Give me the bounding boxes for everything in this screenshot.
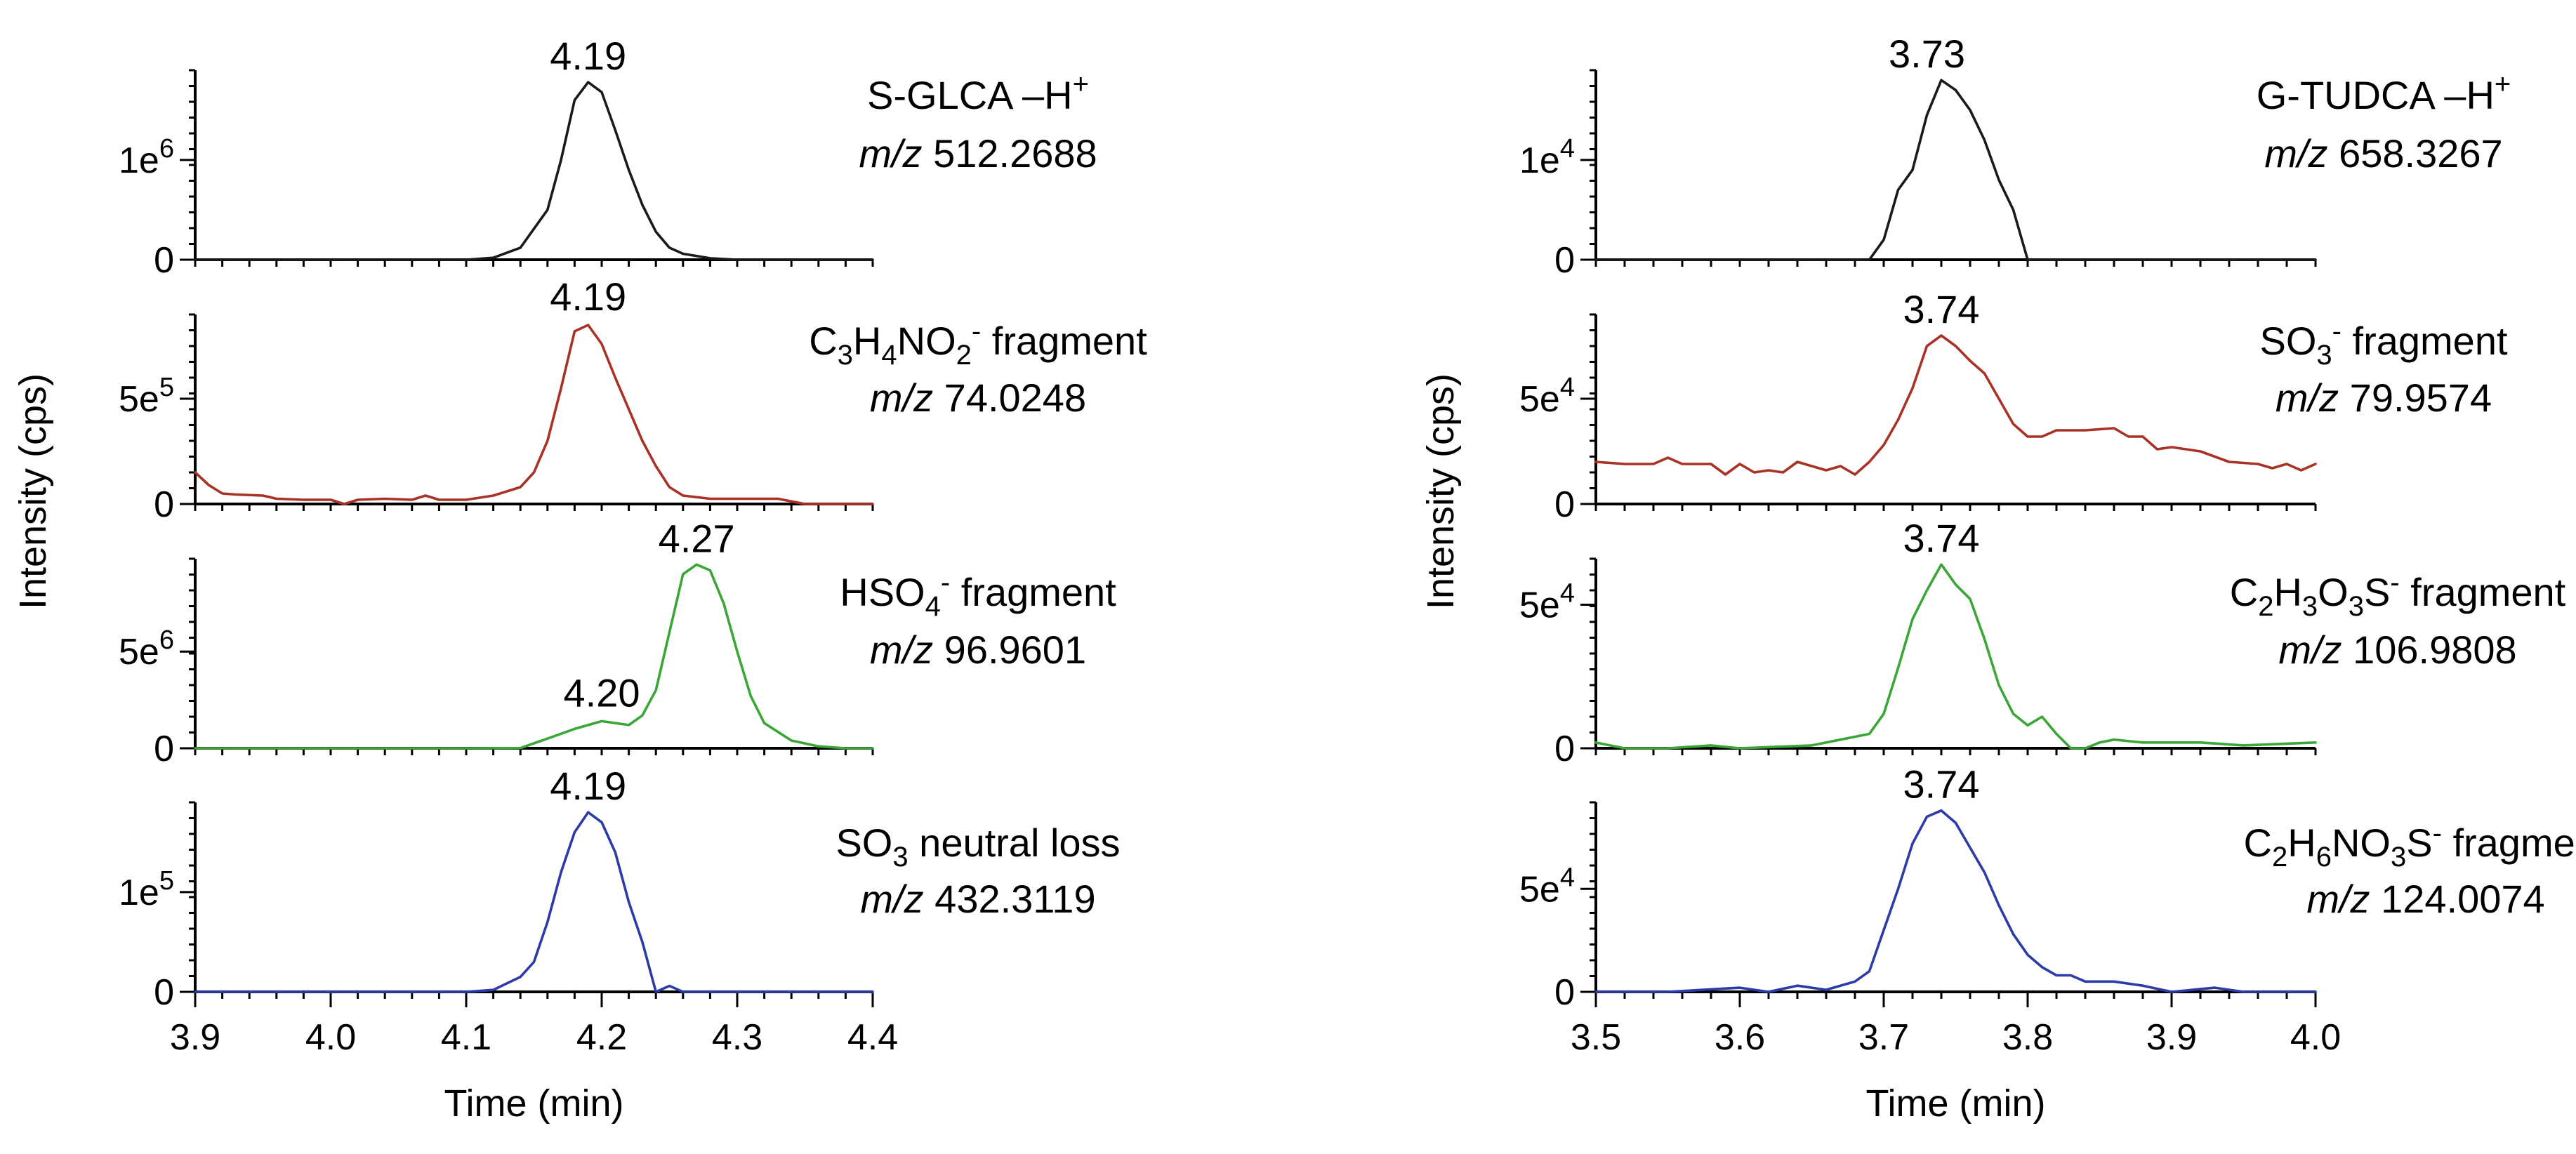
mz-label: m/z 512.2688 bbox=[859, 131, 1097, 175]
y-tick-label: 1e4 bbox=[1519, 134, 1575, 181]
trace-line bbox=[1594, 563, 2317, 750]
x-tick-label: 4.3 bbox=[712, 1017, 762, 1058]
y-axis-title: Intensity (cps) bbox=[1420, 373, 1462, 609]
mz-label: m/z 432.3119 bbox=[860, 877, 1095, 921]
panel-s-glca-parent: 0 1e6 4.19 S-GLCA –H+ m/z 512.2688 bbox=[119, 34, 1097, 281]
x-tick-label: 3.9 bbox=[170, 1017, 220, 1058]
chart-2: 0 1e4 3.73 G-TUDCA –H+ m/z 658.3267 0 5e4 3.74 S… bbox=[1420, 32, 2576, 1125]
trace-line bbox=[1594, 809, 2317, 993]
y-tick-label: 5e5 bbox=[119, 373, 174, 420]
y-tick-label: 5e4 bbox=[1519, 373, 1575, 420]
y-tick-label: 0 bbox=[154, 240, 174, 281]
peak-label: 3.74 bbox=[1903, 287, 1980, 331]
trace-line bbox=[1594, 79, 2317, 261]
ion-label: C2H3O3S- fragment bbox=[2230, 567, 2566, 622]
x-tick-label: 4.2 bbox=[576, 1017, 627, 1058]
panel-so3-fragment: 0 5e4 3.74 SO3- fragment m/z 79.9574 bbox=[1519, 287, 2508, 525]
peak-label: 3.73 bbox=[1889, 32, 1965, 76]
y-tick-label: 0 bbox=[154, 972, 174, 1013]
trace-line bbox=[194, 324, 874, 505]
y-tick-label: 5e4 bbox=[1519, 578, 1575, 625]
mz-label: m/z 96.9601 bbox=[870, 628, 1086, 672]
x-tick-label: 4.0 bbox=[2290, 1017, 2341, 1058]
y-tick-label: 0 bbox=[1554, 972, 1575, 1013]
ion-label: G-TUDCA –H+ bbox=[2257, 69, 2511, 117]
x-axis-title: Time (min) bbox=[444, 1082, 624, 1125]
x-tick-label: 4.0 bbox=[305, 1017, 356, 1058]
y-tick-label: 0 bbox=[154, 484, 174, 525]
x-tick-label: 3.7 bbox=[1858, 1017, 1909, 1058]
peak-label: 4.19 bbox=[550, 764, 626, 808]
ion-label: HSO4- fragment bbox=[840, 567, 1116, 622]
x-tick-label: 3.5 bbox=[1571, 1017, 1621, 1058]
y-axis-title: Intensity (cps) bbox=[12, 373, 54, 609]
peak-label: 3.74 bbox=[1903, 762, 1980, 807]
x-tick-label: 4.1 bbox=[441, 1017, 491, 1058]
mz-label: m/z 74.0248 bbox=[870, 376, 1086, 420]
ion-label: S-GLCA –H+ bbox=[867, 69, 1089, 117]
trace-line bbox=[1594, 334, 2317, 476]
y-tick-label: 1e5 bbox=[119, 866, 174, 913]
mz-label: m/z 106.9808 bbox=[2278, 628, 2516, 672]
y-tick-label: 0 bbox=[1554, 240, 1575, 281]
chart-1: 0 1e6 4.19 S-GLCA –H+ m/z 512.2688 0 5e5 4.19 C3… bbox=[12, 34, 1147, 1125]
x-tick-label: 3.9 bbox=[2146, 1017, 2197, 1058]
panel-so3-neutral-loss: 0 1e5 3.9 4.0 4.1 4.2 4.3 4.4 4.19 SO3 neutral lo… bbox=[119, 764, 1121, 1058]
x-tick-label: 3.8 bbox=[2002, 1017, 2053, 1058]
trace-line bbox=[194, 81, 874, 261]
panel-c2h6no3s-fragment: 0 5e4 3.5 3.6 3.7 3.8 3.9 4.0 3.74 C2H6NO3S- frag… bbox=[1519, 762, 2576, 1058]
y-tick-label: 0 bbox=[1554, 484, 1575, 525]
ion-label: C3H4NO2- fragment bbox=[809, 316, 1147, 371]
ion-label: SO3 neutral loss bbox=[835, 821, 1120, 873]
panel-c2h3o3s-fragment: 0 5e4 3.74 C2H3O3S- fragment m/z 106.9808 bbox=[1519, 516, 2566, 769]
trace-line bbox=[194, 811, 874, 993]
y-tick-label: 5e6 bbox=[119, 625, 174, 672]
x-tick-label: 3.6 bbox=[1715, 1017, 1765, 1058]
y-tick-label: 5e4 bbox=[1519, 863, 1575, 910]
y-tick-label: 1e6 bbox=[119, 134, 174, 181]
x-tick-label: 4.4 bbox=[847, 1017, 898, 1058]
ion-label: C2H6NO3S- fragment bbox=[2244, 818, 2576, 873]
peak-label: 4.19 bbox=[550, 274, 626, 319]
panel-c3h4no2-fragment: 0 5e5 4.19 C3H4NO2- fragment m/z 74.0248 bbox=[119, 274, 1147, 525]
peak-label: 4.27 bbox=[659, 516, 735, 560]
mz-label: m/z 124.0074 bbox=[2306, 877, 2544, 921]
x-axis-title: Time (min) bbox=[1866, 1082, 2046, 1125]
y-tick-label: 0 bbox=[1554, 729, 1575, 769]
panel-g-tudca-parent: 0 1e4 3.73 G-TUDCA –H+ m/z 658.3267 bbox=[1519, 32, 2511, 281]
mz-label: m/z 79.9574 bbox=[2276, 376, 2492, 420]
ion-label: SO3- fragment bbox=[2259, 316, 2507, 371]
peak-label: 3.74 bbox=[1903, 516, 1980, 560]
peak-label: 4.19 bbox=[550, 34, 626, 78]
mz-label: m/z 658.3267 bbox=[2264, 131, 2502, 175]
trace-line bbox=[194, 563, 874, 750]
y-tick-label: 0 bbox=[154, 729, 174, 769]
panel-hso4-fragment: 0 5e6 4.20 4.27 HSO4- fragment m/z 96.9601 bbox=[119, 516, 1116, 769]
peak-label: 4.20 bbox=[564, 671, 640, 715]
